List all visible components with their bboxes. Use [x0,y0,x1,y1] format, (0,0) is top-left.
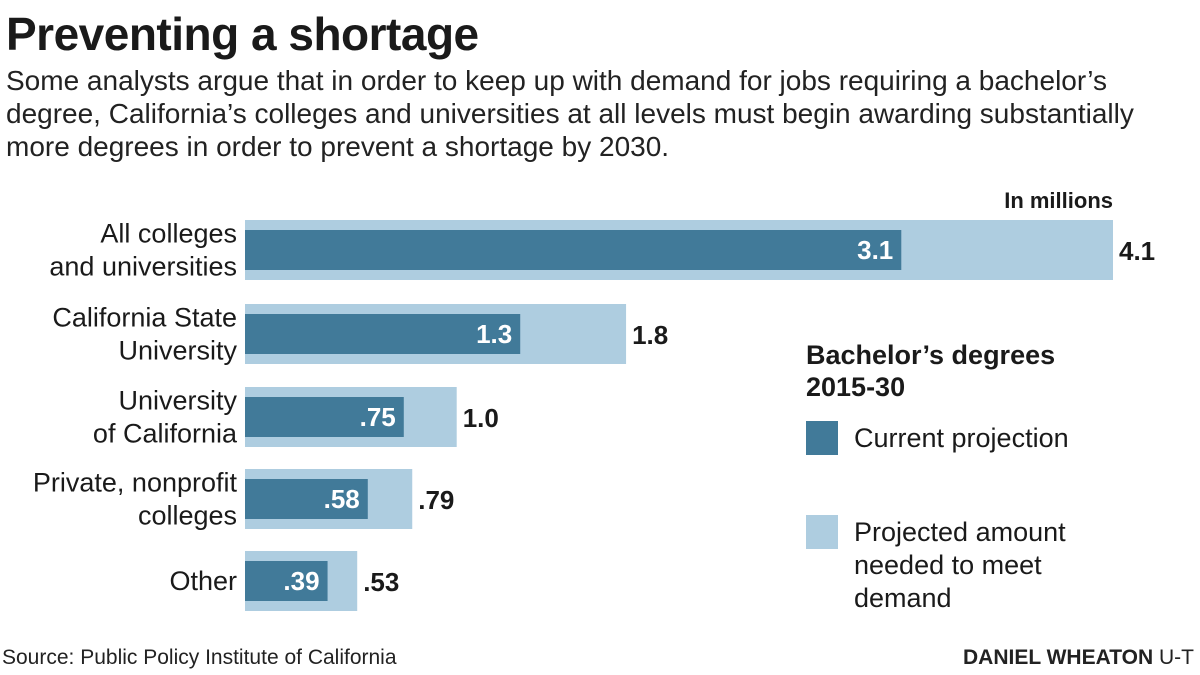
category-label: Other [169,566,237,596]
category-label: colleges [138,501,237,531]
unit-label: In millions [1004,188,1113,213]
legend-label: Current projection [854,423,1069,453]
category-label: California State [52,303,237,333]
data-label-current: .39 [283,566,319,596]
data-label-needed: .53 [363,567,399,597]
credit-line: DANIEL WHEATON U-T [963,646,1194,670]
legend-swatch [806,515,838,549]
chart-subtitle: Some analysts argue that in order to kee… [6,65,1134,162]
legend-label: Projected amount [854,517,1066,547]
bar-current [245,561,328,601]
bar-current [245,397,404,437]
bar-current [245,314,521,354]
data-label-needed: .79 [418,485,454,515]
source-note: Source: Public Policy Institute of Calif… [2,646,397,669]
category-label: Private, nonprofit [33,468,238,498]
category-label: All colleges [100,219,237,249]
data-label-current: .75 [360,402,396,432]
legend-label: needed to meet [854,550,1042,580]
credit-name: DANIEL WHEATON [962,646,1154,669]
data-label-needed: 1.8 [632,320,668,350]
legend-title: 2015-30 [806,372,905,402]
data-label-needed: 1.0 [463,403,499,433]
category-label: and universities [49,252,237,282]
legend-label: demand [854,583,952,613]
bar-current [245,479,368,519]
data-label-current: 1.3 [476,319,512,349]
category-label: of California [93,419,238,449]
category-label: University [118,336,237,366]
bar-current [245,230,902,270]
legend-swatch [806,421,838,455]
data-label-current: 3.1 [857,235,893,265]
legend-title: Bachelor’s degrees [806,340,1055,370]
credit-org: U-T [1159,646,1194,669]
category-label: University [118,386,237,416]
chart-title: Preventing a shortage [6,8,479,60]
data-label-needed: 4.1 [1119,236,1155,266]
data-label-current: .58 [324,484,360,514]
